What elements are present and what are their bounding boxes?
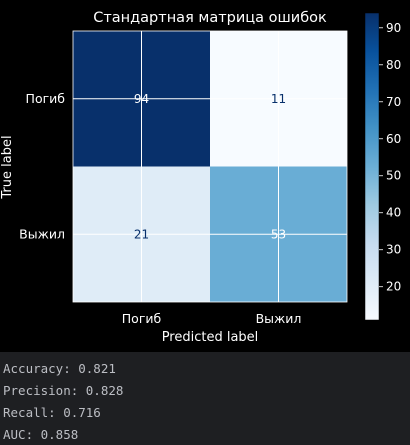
confusion-matrix-figure: Стандартная матрица ошибок 94 11 21 53 Поги… — [0, 10, 402, 345]
accuracy-line: Accuracy: 0.821 — [3, 361, 116, 376]
matrix-cells — [72, 30, 348, 303]
colorbar-tick-label: 80 — [386, 58, 401, 72]
colorbar-ticks: 20 30 40 50 60 70 80 90 — [379, 21, 401, 294]
colorbar-tick-label: 60 — [386, 132, 401, 146]
colorbar — [364, 12, 380, 321]
colorbar-tick-label: 70 — [386, 95, 401, 109]
y-tick-label: Погиб — [26, 91, 66, 106]
colorbar-tick-label: 40 — [386, 206, 401, 220]
x-axis-label: Predicted label — [162, 330, 259, 345]
plot-frame — [72, 30, 348, 303]
console-output: Accuracy: 0.821 Precision: 0.828 Recall:… — [0, 352, 410, 445]
chart-title: Стандартная матрица ошибок — [93, 10, 327, 26]
colorbar-tick-label: 90 — [386, 21, 401, 35]
auc-line: AUC: 0.858 — [3, 427, 79, 442]
cell-value-label: 94 — [134, 92, 149, 106]
x-tick-label: Погиб — [122, 311, 162, 326]
precision-line: Precision: 0.828 — [3, 383, 124, 398]
cell-value-label: 21 — [134, 227, 149, 241]
y-axis-label: True label — [0, 135, 15, 199]
colorbar-tick-label: 30 — [386, 243, 401, 257]
colorbar-tick-label: 20 — [386, 280, 401, 294]
colorbar-tick-label: 50 — [386, 169, 401, 183]
cell-value-label: 11 — [271, 92, 286, 106]
matrix-gridlines: 94 11 21 53 — [73, 31, 347, 302]
confusion-matrix-chart: Стандартная матрица ошибок 94 11 21 53 Поги… — [0, 10, 401, 345]
cell-value-label: 53 — [271, 227, 286, 241]
axis-ticks: Погиб Выжил Погиб Выжил — [19, 91, 301, 326]
recall-line: Recall: 0.716 — [3, 405, 101, 420]
y-tick-label: Выжил — [19, 226, 65, 241]
x-tick-label: Выжил — [256, 311, 302, 326]
